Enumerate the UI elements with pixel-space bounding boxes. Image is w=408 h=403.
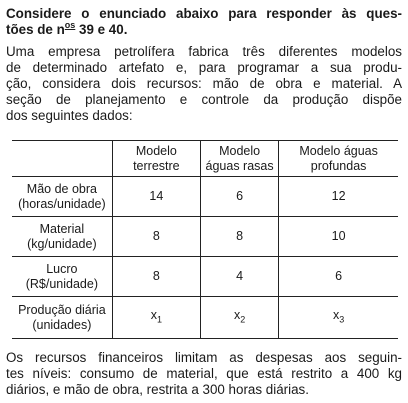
text-line: tes níveis: consumo de material, que est… bbox=[6, 366, 402, 381]
cell-text: profundas bbox=[310, 158, 367, 173]
subscript: 3 bbox=[339, 314, 345, 325]
row-label: Lucro (R$/unidade) bbox=[12, 257, 112, 297]
heading: tões de nos 39 e 40. bbox=[6, 20, 402, 38]
header-row: Modelo terrestre Modelo águas rasas Modelo á… bbox=[12, 140, 398, 177]
subscript: 1 bbox=[156, 314, 162, 325]
header-cell: Modelo águas profundas bbox=[278, 140, 398, 177]
header-cell: Modelo águas rasas bbox=[199, 140, 279, 177]
value-cell: 8 bbox=[111, 256, 201, 297]
row-label: Produção diária (unidades) bbox=[12, 297, 112, 339]
cell-text: Modelo águas bbox=[299, 143, 378, 158]
cell-text: Modelo bbox=[135, 143, 177, 158]
var: x bbox=[150, 307, 157, 322]
value-cell: 10 bbox=[278, 216, 398, 257]
text-line: seção de planejamento e controle da prod… bbox=[6, 92, 402, 107]
cell-text: (unidades) bbox=[32, 317, 92, 332]
cell-text: (horas/unidade) bbox=[18, 196, 106, 211]
cell-text: Material bbox=[39, 221, 85, 236]
subscript: 2 bbox=[240, 314, 246, 325]
cell-text: águas rasas bbox=[205, 158, 274, 173]
cell-text: Modelo bbox=[219, 143, 261, 158]
row: Produção diária (unidades) x1 x2 x3 bbox=[12, 296, 398, 339]
text-line: ção, considera dois recursos: mão de obr… bbox=[6, 76, 402, 91]
value-cell: x2 bbox=[199, 296, 279, 339]
var: x bbox=[332, 307, 340, 322]
value-cell: x3 bbox=[278, 296, 398, 339]
cell-text: Produção diária bbox=[18, 302, 106, 317]
text-line: de determinado artefato e, para programa… bbox=[6, 60, 402, 75]
row-label: Material (kg/unidade) bbox=[12, 217, 112, 257]
cell bbox=[12, 141, 112, 177]
table-body: Modelo terrestre Modelo águas rasas Modelo á… bbox=[12, 140, 398, 339]
value-cell: 6 bbox=[199, 176, 279, 217]
value-cell: 14 bbox=[111, 176, 201, 217]
text-line: dos seguintes dados: bbox=[6, 108, 133, 123]
value-cell: 8 bbox=[199, 216, 279, 257]
cell-text: Mão de obra bbox=[26, 181, 97, 196]
row: Mão de obra (horas/unidade) 14 6 12 bbox=[12, 176, 398, 217]
value-cell: x1 bbox=[111, 296, 201, 339]
header-cell: Modelo terrestre bbox=[111, 140, 201, 177]
var: x bbox=[233, 307, 241, 322]
heading-text: tões de n bbox=[6, 22, 65, 37]
row: Lucro (R$/unidade) 8 4 6 bbox=[12, 256, 398, 297]
cell-text: (R$/unidade) bbox=[25, 276, 98, 291]
row-label: Mão de obra (horas/unidade) bbox=[12, 177, 112, 217]
cell-text: terrestre bbox=[133, 158, 180, 173]
value-cell: 4 bbox=[199, 256, 279, 297]
cell-text: (kg/unidade) bbox=[27, 236, 97, 251]
value-cell: 8 bbox=[111, 216, 201, 257]
superscript: os bbox=[64, 20, 76, 30]
row: Material (kg/unidade) 8 8 10 bbox=[12, 216, 398, 257]
data-table: Modelo terrestre Modelo águas rasas Modelo á… bbox=[12, 140, 398, 339]
text-line: Os recursos financeiros limitam as despe… bbox=[6, 350, 402, 365]
value-cell: 12 bbox=[278, 176, 398, 217]
heading: Considere o enunciado abaixo para respon… bbox=[6, 6, 402, 21]
text-line: Uma empresa petrolífera fabrica três dif… bbox=[6, 44, 402, 59]
heading-text: 39 e 40. bbox=[75, 22, 128, 37]
text-line: diários, e mão de obra, restrita a 300 h… bbox=[6, 382, 309, 397]
cell-text: Lucro bbox=[46, 261, 78, 276]
value-cell: 6 bbox=[278, 256, 398, 297]
